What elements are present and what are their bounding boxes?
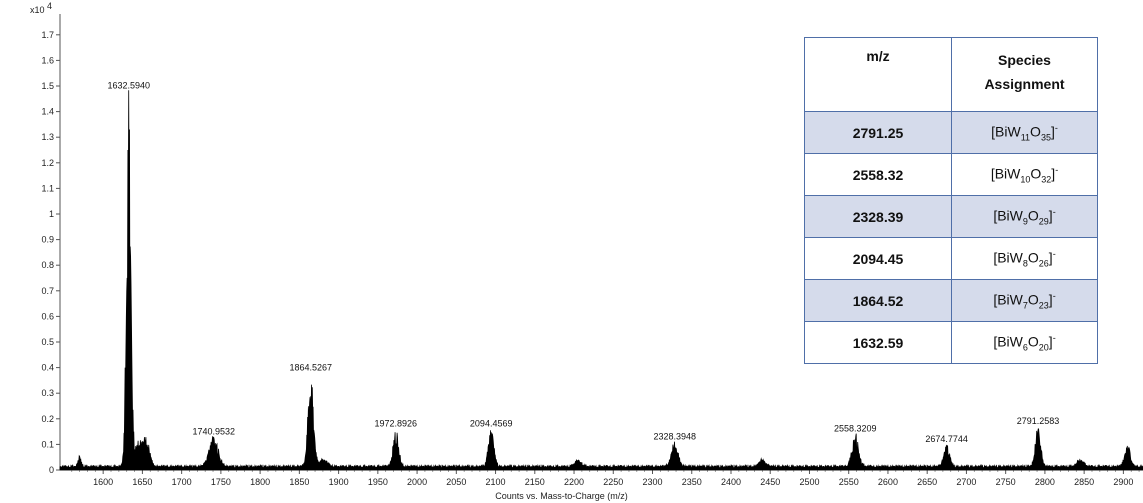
table-row: 2558.32 [BiW10O32]- (804, 153, 1098, 196)
species-cell: [BiW7O23]- (951, 279, 1098, 322)
o-count: 23 (1038, 300, 1049, 311)
species-cell: [BiW10O32]- (951, 153, 1098, 196)
y-tick-label: 0.8 (41, 260, 54, 270)
peak-label: 1740.9532 (193, 426, 236, 436)
table-row: 2791.25 [BiW11O35]- (804, 111, 1098, 154)
peak-label: 2094.4569 (470, 419, 513, 429)
x-tick-label: 1650 (132, 477, 152, 487)
x-tick-label: 2900 (1113, 477, 1133, 487)
x-tick-label: 1950 (368, 477, 388, 487)
w-count: 10 (1020, 174, 1031, 185)
y-tick-label: 0.4 (41, 363, 54, 373)
y-multiplier-label: x10 (30, 5, 45, 15)
w-count: 8 (1022, 258, 1028, 269)
o-count: 29 (1038, 216, 1049, 227)
y-tick-label: 1.4 (41, 107, 54, 117)
x-tick-label: 1700 (172, 477, 192, 487)
x-tick-label: 2450 (760, 477, 780, 487)
x-axis-title: Counts vs. Mass-to-Charge (m/z) (495, 491, 628, 501)
x-tick-label: 2100 (486, 477, 506, 487)
w-count: 9 (1022, 216, 1028, 227)
mz-cell: 2094.45 (804, 237, 952, 280)
table-row: 2094.45 [BiW8O26]- (804, 237, 1098, 280)
x-tick-label: 2850 (1074, 477, 1094, 487)
species-assignment-table: m/z Species Assignment 2791.25 [BiW11O35… (804, 37, 1098, 364)
y-tick-label: 0.2 (41, 414, 54, 424)
x-tick-label: 2300 (642, 477, 662, 487)
o-count: 26 (1038, 258, 1049, 269)
mz-cell: 2791.25 (804, 111, 952, 154)
x-tick-label: 2500 (799, 477, 819, 487)
header-species-line2: Assignment (984, 76, 1065, 92)
y-tick-label: 1.7 (41, 30, 54, 40)
species-cell: [BiW8O26]- (951, 237, 1098, 280)
x-tick-label: 2600 (878, 477, 898, 487)
header-mz: m/z (804, 37, 952, 112)
y-tick-label: 0.3 (41, 388, 54, 398)
x-tick-label: 1800 (250, 477, 270, 487)
species-cell: [BiW9O29]- (951, 195, 1098, 238)
y-tick-label: 0.1 (41, 439, 54, 449)
species-cell: [BiW11O35]- (951, 111, 1098, 154)
x-tick-label: 2200 (564, 477, 584, 487)
y-tick-label: 0.6 (41, 311, 54, 321)
y-tick-label: 0 (49, 465, 54, 475)
x-tick-label: 2750 (996, 477, 1016, 487)
y-multiplier-exponent: 4 (47, 1, 52, 11)
header-species-assignment: Species Assignment (951, 37, 1098, 112)
x-tick-label: 1900 (329, 477, 349, 487)
x-tick-label: 2800 (1035, 477, 1055, 487)
y-tick-label: 0.5 (41, 337, 54, 347)
species-cell: [BiW6O20]- (951, 321, 1098, 364)
peak-label: 2674.7744 (925, 434, 968, 444)
w-count: 6 (1022, 342, 1028, 353)
x-tick-label: 2000 (407, 477, 427, 487)
y-tick-label: 1.3 (41, 132, 54, 142)
o-count: 32 (1041, 174, 1052, 185)
table-header-row: m/z Species Assignment (804, 37, 1098, 112)
table-row: 1632.59 [BiW6O20]- (804, 321, 1098, 364)
o-count: 35 (1040, 132, 1051, 143)
x-tick-label: 2350 (682, 477, 702, 487)
x-tick-label: 1600 (93, 477, 113, 487)
x-tick-label: 2400 (721, 477, 741, 487)
y-tick-label: 1.1 (41, 183, 54, 193)
mz-cell: 1632.59 (804, 321, 952, 364)
o-count: 20 (1038, 342, 1049, 353)
table-row: 2328.39 [BiW9O29]- (804, 195, 1098, 238)
x-tick-label: 1850 (289, 477, 309, 487)
y-tick-label: 1 (49, 209, 54, 219)
peak-label: 1864.5267 (289, 362, 332, 372)
header-species-line1: Species (998, 52, 1051, 68)
peak-label: 2791.2583 (1017, 416, 1060, 426)
mz-cell: 1864.52 (804, 279, 952, 322)
x-tick-label: 2550 (839, 477, 859, 487)
x-tick-label: 2650 (917, 477, 937, 487)
peak-label: 2558.3209 (834, 424, 877, 434)
spectrum-line (59, 90, 1143, 471)
mz-cell: 2328.39 (804, 195, 952, 238)
spectrum-trace (59, 90, 1143, 471)
peak-label: 2328.3948 (654, 431, 697, 441)
x-tick-label: 1750 (211, 477, 231, 487)
table-row: 1864.52 [BiW7O23]- (804, 279, 1098, 322)
w-count: 7 (1022, 300, 1028, 311)
x-tick-label: 2700 (956, 477, 976, 487)
peak-label: 1632.5940 (107, 81, 150, 91)
y-tick-label: 1.2 (41, 158, 54, 168)
y-tick-label: 0.7 (41, 286, 54, 296)
mz-cell: 2558.32 (804, 153, 952, 196)
peak-label: 1972.8926 (375, 419, 418, 429)
y-tick-label: 0.9 (41, 235, 54, 245)
x-tick-label: 2250 (603, 477, 623, 487)
w-count: 11 (1020, 132, 1031, 143)
x-tick-label: 2050 (446, 477, 466, 487)
y-tick-label: 1.5 (41, 81, 54, 91)
x-tick-label: 2150 (525, 477, 545, 487)
y-tick-label: 1.6 (41, 55, 54, 65)
